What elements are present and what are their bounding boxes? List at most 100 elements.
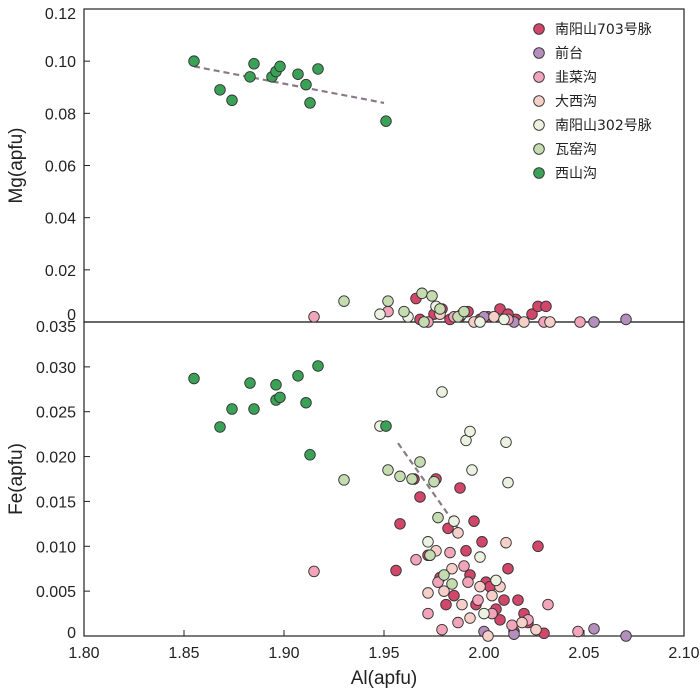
fe-point-series-3 <box>500 536 512 549</box>
mg-point-series-5 <box>458 305 470 318</box>
trend-lines <box>193 65 459 529</box>
mg-point-series-0 <box>494 303 506 315</box>
fe-point-series-4 <box>422 536 434 548</box>
mg-point-series-1 <box>620 313 632 326</box>
fe-point-series-4 <box>466 464 478 476</box>
fe-point-series-4 <box>478 607 490 620</box>
mg-point-series-3 <box>488 311 500 323</box>
fe-point-series-6 <box>270 379 282 391</box>
fe-trend-line <box>397 442 459 529</box>
fe-point-series-5 <box>438 569 450 581</box>
legend-label-qiantai: 前台 <box>555 45 583 62</box>
fe-point-series-2 <box>542 598 554 611</box>
legend: 南阳山703号脉 前台 韭菜沟 大西沟 南阳山302号脉 瓦窑沟 西山沟 <box>533 22 652 182</box>
fe-point-series-6 <box>304 449 316 461</box>
legend-label-wayaogou: 瓦窑沟 <box>555 141 597 158</box>
mg-y-tick-label: 0.12 <box>45 6 76 23</box>
mg-y-tick-label: 0.08 <box>45 106 76 123</box>
fe-point-series-5 <box>446 578 458 590</box>
fe-point-series-3 <box>446 562 458 575</box>
legend-marker-daxigou <box>533 95 545 107</box>
fe-point-series-5 <box>382 464 394 476</box>
legend-marker-nanyangshan-302 <box>533 119 545 131</box>
fe-point-series-5 <box>414 456 426 468</box>
fe-point-series-5 <box>424 549 436 562</box>
fe-point-series-6 <box>300 396 312 409</box>
mg-point-series-4 <box>498 313 510 326</box>
legend-marker-qiantai <box>533 47 545 59</box>
fe-point-series-2 <box>572 625 584 638</box>
fe-y-axis-title: Fe(apfu) <box>6 443 27 515</box>
fe-y-tick-label: 0.010 <box>36 539 76 556</box>
fe-point-series-4 <box>474 551 486 563</box>
fe-y-tick-label: 0.030 <box>36 360 76 377</box>
legend-label-jiucaigou: 韭菜沟 <box>555 70 597 86</box>
mg-y-axis-title: Mg(apfu) <box>6 127 27 203</box>
fe-point-series-6 <box>226 403 238 415</box>
fe-point-series-2 <box>506 619 518 631</box>
mg-point-series-6 <box>248 58 260 70</box>
fe-point-series-0 <box>390 564 402 577</box>
fe-point-series-0 <box>532 540 544 553</box>
mg-point-series-5 <box>338 295 350 307</box>
fe-point-series-2 <box>308 565 320 578</box>
mg-y-tick-label: 0.10 <box>45 54 76 71</box>
fe-y-tick-label: 0.020 <box>36 450 76 467</box>
legend-label-xishangou: 西山沟 <box>555 166 597 182</box>
mg-point-series-0 <box>526 308 538 320</box>
fe-point-series-5 <box>432 511 444 524</box>
mg-y-tick-label: 0.04 <box>45 211 76 228</box>
mg-point-series-6 <box>312 63 324 75</box>
x-tick-label: 2.05 <box>568 645 599 662</box>
fe-point-series-6 <box>380 420 392 432</box>
axis-ticks: 0 0.02 0.04 0.06 0.08 0.10 0.12 0 0.005 0.010 0.01… <box>36 6 700 662</box>
fe-y-tick-label: 0.005 <box>36 584 76 601</box>
fe-point-series-3 <box>452 527 464 539</box>
fe-point-series-4 <box>436 386 448 398</box>
fe-point-series-5 <box>338 474 350 486</box>
mg-point-series-2 <box>308 311 320 323</box>
mg-point-series-6 <box>226 94 238 107</box>
mg-point-series-1 <box>588 316 600 328</box>
fe-point-series-4 <box>464 425 476 438</box>
fe-point-series-3 <box>422 587 434 599</box>
fe-y-tick-label: 0 <box>67 625 76 642</box>
x-axis-title: Al(apfu) <box>351 668 418 689</box>
mg-point-series-5 <box>398 305 410 318</box>
legend-marker-nanyangshan-703 <box>533 23 545 35</box>
fe-point-series-4 <box>500 436 512 448</box>
legend-marker-xishangou <box>533 167 545 179</box>
mg-trend-line <box>193 65 385 104</box>
mg-point-series-5 <box>434 303 446 315</box>
fe-point-series-0 <box>468 515 480 527</box>
mg-y-tick-label: 0.06 <box>45 159 76 176</box>
fe-point-series-6 <box>188 372 200 385</box>
fe-point-series-0 <box>440 598 452 611</box>
fe-point-series-3 <box>516 616 528 629</box>
fe-point-series-6 <box>248 403 260 415</box>
mg-y-tick-label: 0.02 <box>45 263 76 280</box>
data-points <box>188 55 632 642</box>
mg-point-series-2 <box>574 316 586 328</box>
fe-point-series-2 <box>462 576 474 588</box>
mg-point-series-6 <box>244 71 256 83</box>
mg-point-series-0 <box>540 300 552 313</box>
fe-y-tick-label: 0.015 <box>36 494 76 511</box>
mg-point-series-6 <box>380 115 392 127</box>
mg-point-series-6 <box>292 68 304 80</box>
legend-label-daxigou: 大西沟 <box>555 94 597 110</box>
mg-point-series-3 <box>518 316 530 328</box>
fe-point-series-5 <box>428 475 440 488</box>
fe-point-series-6 <box>214 421 226 433</box>
fe-point-series-0 <box>502 562 514 575</box>
mg-point-series-6 <box>300 78 312 91</box>
fe-point-series-0 <box>512 594 524 606</box>
fe-point-series-3 <box>474 580 486 593</box>
fe-point-series-1 <box>588 623 600 635</box>
fe-point-series-3 <box>486 589 498 602</box>
fe-point-series-2 <box>444 546 456 559</box>
fe-point-series-3 <box>438 585 450 597</box>
fe-point-series-0 <box>448 589 460 602</box>
mg-point-series-6 <box>304 97 316 109</box>
legend-marker-wayaogou <box>533 143 545 155</box>
